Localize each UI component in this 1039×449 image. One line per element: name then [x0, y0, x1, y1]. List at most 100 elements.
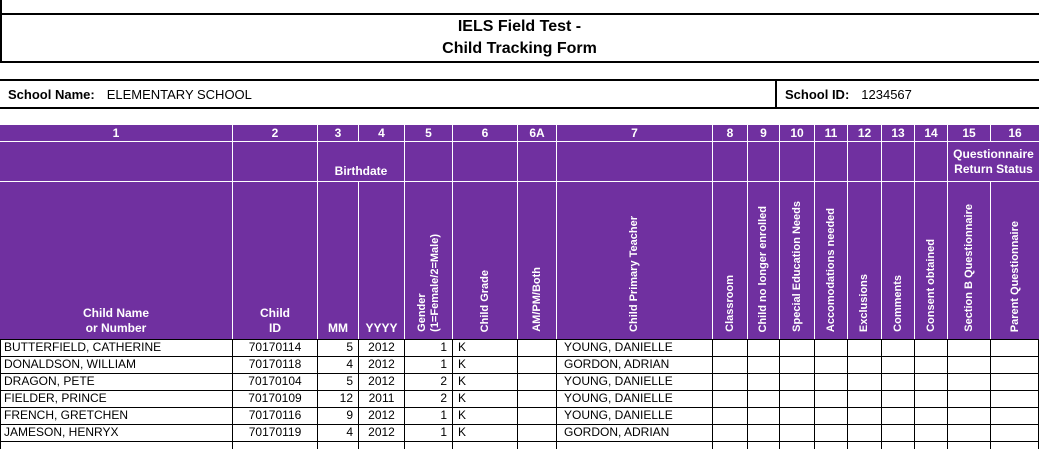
cell-section-b-questionnaire	[948, 374, 991, 391]
cell-special-education-needs	[780, 374, 815, 391]
col-header-label: Accomodations needed	[824, 207, 837, 332]
cell-empty	[991, 442, 1039, 449]
cell-empty	[318, 442, 359, 449]
cell-gender: 1	[405, 408, 453, 425]
col-number-9: 9	[748, 125, 780, 141]
table-header: 1 2 3 4 5 6 6A 7 8 9 10 11 12 13 14 15 16 Birthdate Quest…	[0, 125, 1039, 339]
group-header-blank	[405, 142, 453, 181]
col-header-exclusions: Exclusions	[848, 182, 882, 339]
cell-parent-questionnaire	[991, 374, 1039, 391]
cell-consent-obtained	[915, 374, 948, 391]
col-number-8: 8	[713, 125, 748, 141]
col-number-6: 6	[453, 125, 518, 141]
col-header-label: Classroom	[723, 275, 736, 332]
group-header-blank	[815, 142, 848, 181]
cell-gender: 1	[405, 340, 453, 357]
cell-comments	[882, 357, 915, 374]
cell-child-primary-teacher: YOUNG, DANIELLE	[557, 374, 713, 391]
cell-special-education-needs	[780, 425, 815, 442]
cell-child-name: FRENCH, GRETCHEN	[0, 408, 233, 425]
cell-classroom	[713, 357, 748, 374]
group-header-blank	[233, 142, 318, 181]
cell-am-pm-both	[518, 340, 557, 357]
cell-child-primary-teacher: YOUNG, DANIELLE	[557, 391, 713, 408]
cell-birth-month: 4	[318, 425, 359, 442]
col-header-parent-questionnaire: Parent Questionnaire	[991, 182, 1039, 339]
cell-child-no-longer-enrolled	[748, 340, 780, 357]
cell-accommodations-needed	[815, 374, 848, 391]
cell-birth-year: 2012	[359, 357, 405, 374]
cell-exclusions	[848, 425, 882, 442]
table-row: FRENCH, GRETCHEN 70170116 9 2012 1 K YOUNG, DA…	[0, 408, 1039, 425]
cell-birth-year: 2012	[359, 425, 405, 442]
cell-classroom	[713, 425, 748, 442]
table-row: BUTTERFIELD, CATHERINE 70170114 5 2012 1 K YOU…	[0, 340, 1039, 357]
col-number-12: 12	[848, 125, 882, 141]
cell-consent-obtained	[915, 425, 948, 442]
cell-parent-questionnaire	[991, 340, 1039, 357]
cell-am-pm-both	[518, 391, 557, 408]
cell-section-b-questionnaire	[948, 408, 991, 425]
col-header-child-primary-teacher: Child Primary Teacher	[557, 182, 713, 339]
col-number-13: 13	[882, 125, 915, 141]
cell-child-no-longer-enrolled	[748, 408, 780, 425]
cell-birth-month: 9	[318, 408, 359, 425]
cell-child-grade: K	[453, 391, 518, 408]
form-title: IELS Field Test - Child Tracking Form	[0, 13, 1039, 63]
cell-empty	[948, 442, 991, 449]
cell-special-education-needs	[780, 391, 815, 408]
col-header-label: Exclusions	[858, 273, 870, 332]
cell-child-grade: K	[453, 425, 518, 442]
cell-exclusions	[848, 357, 882, 374]
cell-child-grade: K	[453, 408, 518, 425]
cell-classroom	[713, 408, 748, 425]
col-header-label: Parent Questionnaire	[1008, 220, 1021, 332]
cell-child-primary-teacher: YOUNG, DANIELLE	[557, 408, 713, 425]
cell-parent-questionnaire	[991, 357, 1039, 374]
col-header-label: Child Grade	[478, 269, 491, 332]
cell-parent-questionnaire	[991, 391, 1039, 408]
group-header-questionnaire-return-status: Questionnaire Return Status	[953, 146, 1034, 176]
col-header-label: Child Primary Teacher	[628, 216, 640, 332]
cell-empty	[405, 442, 453, 449]
cell-child-grade: K	[453, 340, 518, 357]
cell-comments	[882, 391, 915, 408]
cell-am-pm-both	[518, 425, 557, 442]
cell-special-education-needs	[780, 357, 815, 374]
title-left-border	[0, 0, 2, 63]
group-header-blank	[748, 142, 780, 181]
cell-exclusions	[848, 340, 882, 357]
cell-gender: 1	[405, 357, 453, 374]
col-header-label: Child no longer enrolled	[757, 205, 769, 333]
cell-exclusions	[848, 374, 882, 391]
cell-child-id: 70170119	[233, 425, 318, 442]
cell-empty	[848, 442, 882, 449]
header-label-row: Child Name or Number Child ID MM YYYY Gender…	[0, 182, 1039, 339]
cell-empty	[882, 442, 915, 449]
col-header-child-grade: Child Grade	[453, 182, 518, 339]
cell-comments	[882, 408, 915, 425]
col-header-label: Special Education Needs	[790, 201, 803, 332]
cell-empty	[815, 442, 848, 449]
cell-accommodations-needed	[815, 357, 848, 374]
cell-gender: 2	[405, 374, 453, 391]
school-info-row: School Name: ELEMENTARY SCHOOL School ID…	[0, 79, 1039, 109]
cell-birth-month: 4	[318, 357, 359, 374]
cell-child-primary-teacher: GORDON, ADRIAN	[557, 357, 713, 374]
group-header-birthdate: Birthdate	[318, 142, 405, 181]
cell-special-education-needs	[780, 340, 815, 357]
cell-child-no-longer-enrolled	[748, 374, 780, 391]
cell-accommodations-needed	[815, 340, 848, 357]
school-id-label: School ID:	[785, 86, 850, 102]
header-number-row: 1 2 3 4 5 6 6A 7 8 9 10 11 12 13 14 15 16	[0, 125, 1039, 142]
cell-empty	[780, 442, 815, 449]
cell-consent-obtained	[915, 391, 948, 408]
col-number-4: 4	[359, 125, 405, 141]
cell-child-id: 70170104	[233, 374, 318, 391]
table-row: DONALDSON, WILLIAM 70170118 4 2012 1 K GORDON,…	[0, 357, 1039, 374]
col-header-accommodations-needed: Accomodations needed	[815, 182, 848, 339]
col-header-label: Section B Questionnaire	[962, 204, 975, 332]
cell-child-grade: K	[453, 357, 518, 374]
col-header-section-b-questionnaire: Section B Questionnaire	[948, 182, 991, 339]
